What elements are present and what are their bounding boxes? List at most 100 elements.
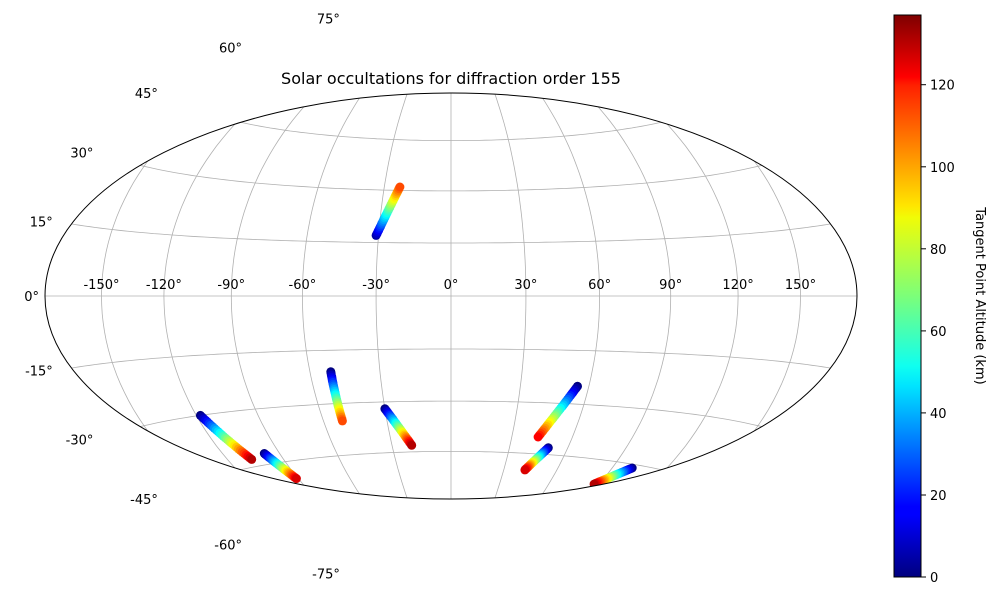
colorbar: 0 20 40 60 80 100 120 Tangent Point Altitude (… <box>893 14 987 586</box>
track-point <box>152 448 162 457</box>
occultation-track <box>195 410 257 464</box>
latitude-tick-label: 75° <box>317 13 340 28</box>
track-point <box>174 460 184 470</box>
track-point <box>247 454 257 464</box>
track-point <box>159 452 168 461</box>
track-point <box>150 447 160 457</box>
track-point <box>589 479 599 489</box>
longitude-tick-label: -120° <box>146 278 182 293</box>
track-point <box>395 182 405 192</box>
track-point <box>694 473 703 483</box>
track-point <box>163 454 173 464</box>
track-point <box>702 470 712 479</box>
track-point <box>185 466 195 476</box>
occultation-track <box>380 404 417 450</box>
track-point <box>188 468 198 477</box>
track-point <box>178 462 188 472</box>
longitude-tick-label: 150° <box>785 278 816 293</box>
track-point <box>679 480 689 490</box>
track-point <box>695 473 705 483</box>
longitude-tick-label: -150° <box>83 278 119 293</box>
occultation-track <box>533 381 582 442</box>
longitude-tick-label: 90° <box>659 278 682 293</box>
latitude-tick-label: -45° <box>130 493 158 508</box>
longitude-tick-label: -60° <box>289 278 317 293</box>
track-point <box>407 440 417 450</box>
track-point <box>161 453 171 463</box>
track-point <box>691 474 701 484</box>
track-point <box>698 472 708 481</box>
longitude-tick-labels: -150° -120° -90° -60° -30° 0° 30° 60° 90° 120° 150… <box>83 278 816 293</box>
chart-title: Solar occultations for diffraction order… <box>281 69 621 88</box>
track-point <box>707 468 717 477</box>
latitude-tick-label: 15° <box>30 216 53 231</box>
track-point <box>177 462 187 471</box>
track-point <box>153 448 163 458</box>
track-point <box>171 459 181 468</box>
track-point <box>180 463 190 473</box>
occultation-tracks <box>150 182 720 490</box>
track-point <box>688 476 698 486</box>
longitude-tick-label: -90° <box>217 278 245 293</box>
track-point <box>520 465 530 475</box>
longitude-tick-label: 120° <box>722 278 753 293</box>
track-point <box>687 476 697 486</box>
occultation-track <box>326 367 347 426</box>
latitude-tick-labels: 75° 60° 45° 30° 15° 0° -15° -30° -45° -60° -75° <box>24 13 340 583</box>
track-point <box>705 469 715 478</box>
latitude-tick-label: -60° <box>214 539 242 554</box>
latitude-tick-label: 45° <box>135 87 158 102</box>
track-point <box>173 459 182 469</box>
track-point <box>704 469 714 479</box>
longitude-tick-label: 60° <box>588 278 611 293</box>
track-point <box>533 432 543 442</box>
track-point <box>291 474 301 484</box>
latitude-tick-label: -30° <box>66 434 94 449</box>
parallel-line <box>247 498 655 499</box>
track-point <box>160 452 170 462</box>
track-point <box>708 467 718 477</box>
latitude-tick-label: 30° <box>70 147 93 162</box>
longitude-tick-label: 30° <box>514 278 537 293</box>
track-point <box>692 474 702 484</box>
occultation-track <box>259 449 301 484</box>
track-point <box>175 461 185 471</box>
track-point <box>709 467 719 476</box>
track-point <box>168 457 178 467</box>
latitude-tick-label: 0° <box>24 290 39 305</box>
track-point <box>184 465 194 475</box>
longitude-tick-label: -30° <box>362 278 390 293</box>
track-point <box>690 475 700 485</box>
colorbar-tick-label: 60 <box>930 325 947 340</box>
track-point <box>181 464 191 474</box>
track-point <box>699 471 709 481</box>
track-point <box>706 468 716 478</box>
occultation-track <box>371 182 405 240</box>
map-boundary <box>44 92 858 500</box>
track-point <box>183 465 192 475</box>
track-point <box>187 467 197 477</box>
track-point <box>700 471 710 480</box>
track-point <box>701 470 711 480</box>
longitude-tick-label: 0° <box>444 278 459 293</box>
track-point <box>337 416 347 426</box>
track-point <box>696 472 706 482</box>
colorbar-tick-label: 100 <box>930 161 955 176</box>
track-point <box>689 475 699 485</box>
occultation-track <box>520 443 553 475</box>
colorbar-label: Tangent Point Altitude (km) <box>972 206 987 384</box>
track-point <box>190 468 200 478</box>
map-grid <box>45 93 857 499</box>
parallel-line <box>99 152 803 192</box>
track-point <box>682 478 692 488</box>
colorbar-gradient <box>893 14 922 578</box>
track-point <box>154 449 164 459</box>
parallel-line <box>58 348 844 371</box>
track-point <box>685 477 695 487</box>
colorbar-tick-label: 80 <box>930 243 947 258</box>
track-point <box>686 477 696 487</box>
colorbar-tick-label: 20 <box>930 489 947 504</box>
latitude-tick-label: 60° <box>219 41 242 56</box>
track-point <box>156 450 166 460</box>
colorbar-tick-label: 0 <box>930 571 938 586</box>
